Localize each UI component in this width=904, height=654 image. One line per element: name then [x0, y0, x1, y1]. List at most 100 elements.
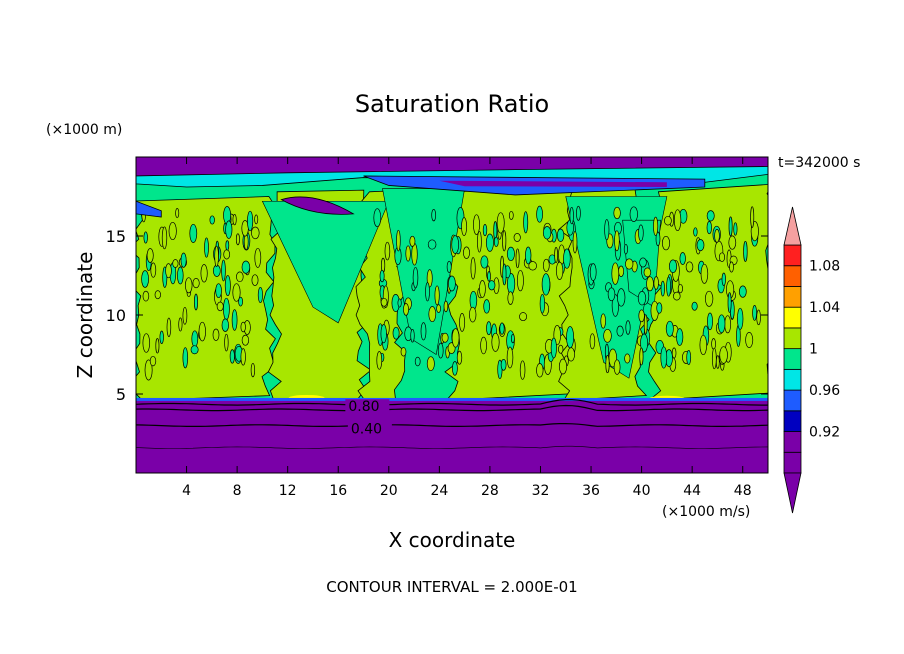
y-tick-label: 15 — [106, 227, 126, 246]
contour-loop — [235, 233, 240, 246]
contour-loop — [506, 346, 514, 369]
contour-loop — [223, 249, 231, 260]
contour-loop — [232, 213, 237, 226]
y-axis-ticks: 5 10 15 — [106, 227, 768, 404]
contour-loop — [451, 235, 460, 254]
contour-loop — [605, 355, 610, 374]
contour-loop — [638, 309, 645, 323]
contour-loop — [241, 260, 251, 274]
colorbar-label: 1.08 — [809, 259, 840, 275]
contour-loop — [427, 239, 437, 250]
contour-loop — [750, 206, 755, 228]
time-label: t=342000 s — [778, 155, 860, 171]
contour-loop — [240, 321, 246, 333]
contour-loop — [214, 245, 219, 267]
colorbar-swatch — [783, 410, 802, 432]
contour-loop — [737, 307, 744, 330]
region-subsaturated-lower — [136, 400, 768, 473]
contour-loop — [668, 259, 678, 274]
contour-loop — [717, 314, 726, 334]
contour-loop — [496, 212, 505, 234]
contour-loop — [254, 214, 259, 225]
contour-loop — [238, 296, 243, 307]
contour-loop — [459, 313, 466, 332]
contour-loop — [589, 263, 597, 281]
contour-loop — [718, 252, 726, 262]
contour-loop — [257, 286, 263, 304]
contour-loop — [607, 287, 616, 302]
contour-loop — [728, 235, 737, 250]
contour-loop — [251, 226, 260, 240]
contour-loop — [456, 350, 463, 365]
contour-loop — [643, 267, 652, 278]
x-axis-label: X coordinate — [389, 528, 516, 552]
contour-loop — [513, 233, 521, 242]
contour-loop — [686, 349, 692, 366]
contour-loop — [516, 269, 524, 292]
colorbar-swatch — [783, 306, 802, 329]
contour-loop — [384, 241, 391, 261]
contour-loop — [477, 230, 482, 253]
contour-loop — [488, 280, 496, 291]
contour-loop — [616, 325, 624, 337]
contour-loop — [567, 347, 575, 362]
contour-loop — [400, 347, 407, 357]
contour-loop — [569, 206, 574, 225]
contour-loop — [693, 227, 698, 237]
contour-loop — [224, 333, 229, 352]
contour-loop — [733, 222, 738, 236]
contour-loop — [380, 297, 388, 307]
contour-loop — [542, 258, 550, 272]
contour-loop — [143, 231, 148, 244]
x-tick-label: 12 — [279, 483, 297, 499]
contour-loop — [629, 206, 638, 222]
contour-loop — [502, 263, 507, 286]
x-tick-label: 44 — [683, 483, 701, 499]
contour-loop — [420, 322, 427, 341]
contour-label: 0.80 — [348, 399, 379, 415]
contour-loop — [487, 271, 491, 282]
contour-loop — [189, 223, 198, 243]
contour-loop — [452, 361, 458, 376]
contour-loop — [254, 247, 262, 268]
contour-loop — [451, 328, 460, 348]
contour-loop — [448, 275, 456, 292]
contour-loop — [229, 349, 235, 364]
contour-loop — [637, 291, 647, 306]
contour-loop — [656, 302, 663, 314]
contour-loop — [216, 301, 224, 312]
contour-loop — [436, 304, 441, 313]
colorbar-top-arrow — [783, 206, 802, 246]
contour-label: 0.40 — [351, 421, 382, 437]
contour-loop — [482, 224, 488, 237]
colorbar-label: 1 — [809, 342, 818, 358]
contour-loop — [414, 356, 421, 367]
contour-loop — [231, 309, 238, 331]
contour-loop — [491, 332, 500, 352]
contour-loop — [215, 283, 222, 299]
contour-loop — [426, 269, 433, 288]
contour-loop — [523, 211, 529, 234]
contour-loop — [715, 355, 720, 369]
x-tick-label: 8 — [233, 483, 242, 499]
contour-loop — [676, 328, 684, 346]
colorbar-swatch — [783, 451, 802, 474]
contour-loop — [515, 248, 520, 269]
contour-loop — [576, 205, 581, 221]
contour-loop — [182, 347, 189, 369]
contour-loop — [141, 270, 149, 288]
contour-loop — [556, 228, 565, 242]
y-axis-label: Z coordinate — [73, 252, 97, 379]
chart-title: Saturation Ratio — [355, 90, 549, 118]
contour-loop — [232, 283, 241, 302]
contour-loop — [190, 345, 199, 355]
contour-loop — [525, 246, 532, 265]
contour-loop — [392, 326, 400, 340]
contour-loop — [479, 280, 486, 298]
contour-loop — [437, 342, 444, 359]
contour-loop — [611, 262, 620, 285]
contour-loop — [165, 263, 172, 279]
heatmap-field — [136, 157, 768, 473]
contour-loop — [541, 273, 551, 296]
contour-loop — [756, 309, 761, 326]
